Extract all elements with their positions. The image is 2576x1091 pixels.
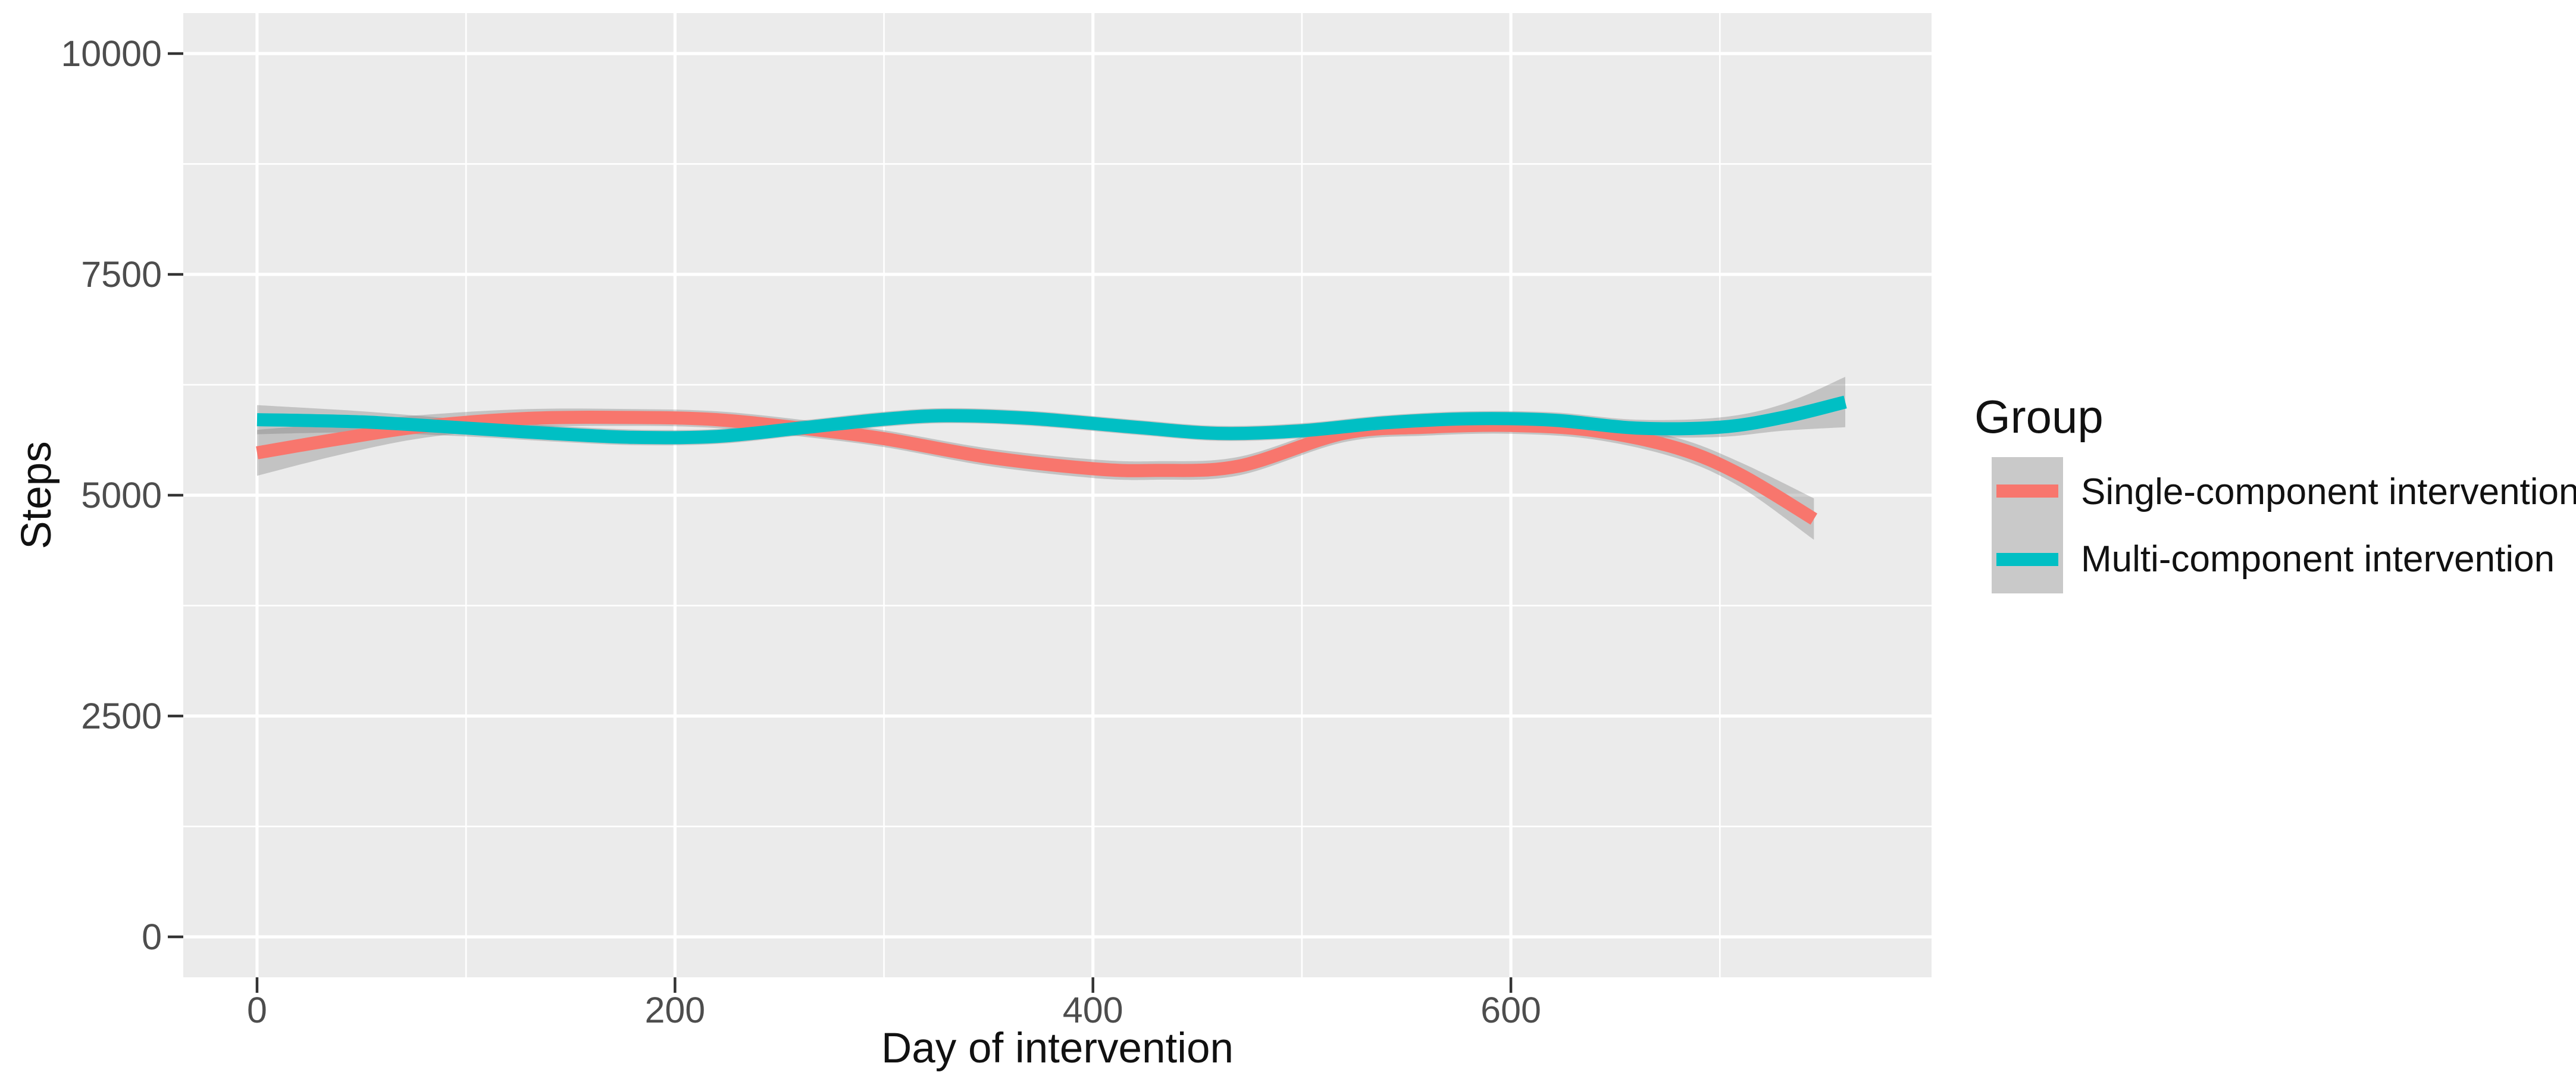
legend-key-line-single bbox=[1996, 484, 2058, 498]
y-tick-label: 0 bbox=[142, 917, 162, 958]
y-tick-label: 5000 bbox=[81, 475, 162, 515]
y-tick-label: 2500 bbox=[81, 696, 162, 736]
trend-line-multi bbox=[256, 395, 1847, 445]
y-axis-title: Steps bbox=[13, 441, 60, 549]
x-axis-title: Day of intervention bbox=[881, 1025, 1234, 1072]
x-tick-label: 400 bbox=[1062, 990, 1123, 1030]
legend-label-multi: Multi-component intervention bbox=[2081, 539, 2555, 580]
legend-key-line-multi bbox=[1996, 553, 2058, 566]
legend-key-box bbox=[1992, 457, 2063, 593]
x-tick-label: 0 bbox=[246, 990, 267, 1030]
x-tick-label: 200 bbox=[644, 990, 706, 1030]
y-tick-label: 7500 bbox=[81, 254, 162, 295]
legend-label-single: Single-component intervention bbox=[2081, 471, 2576, 512]
x-tick-label: 600 bbox=[1481, 990, 1541, 1030]
y-tick-label: 10000 bbox=[61, 33, 162, 74]
legend-title: Group bbox=[1974, 390, 2104, 443]
